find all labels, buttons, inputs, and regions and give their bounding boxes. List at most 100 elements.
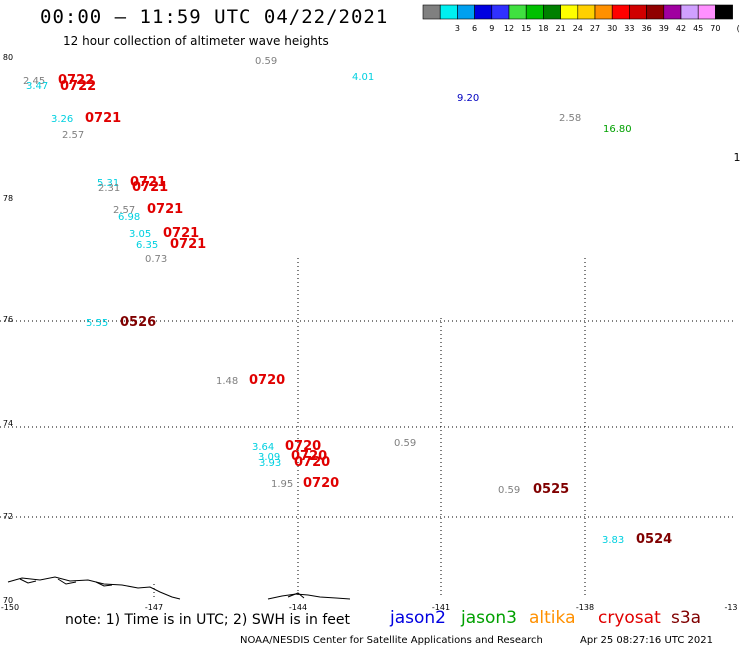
wave-height-label: 3.83 [602, 535, 624, 546]
mission-label: jason2 [390, 608, 446, 628]
lat-lon-grid [0, 258, 735, 598]
latitude-label: 78 [3, 194, 13, 203]
scale-swatch [646, 4, 665, 20]
pass-date-label: 0720 [303, 476, 339, 491]
scale-swatch [680, 4, 699, 20]
latitude-label: 70 [3, 596, 13, 605]
scale-swatch [457, 4, 475, 20]
wave-height-label: 16.80 [603, 124, 632, 135]
coastline-segment [7, 576, 181, 600]
scale-swatch [525, 4, 544, 20]
scale-tick-label: 33 [624, 24, 634, 33]
footer-note: note: 1) Time is in UTC; 2) SWH is in fe… [65, 612, 351, 628]
credits: NOAA/NESDIS Center for Satellite Applica… [240, 635, 543, 646]
scale-tick-label: 42 [676, 24, 686, 33]
longitude-label: -13 [724, 603, 737, 612]
longitude-label: -138 [576, 603, 594, 612]
scale-tick-label: 9 [489, 24, 494, 33]
mission-label: cryosat [598, 608, 661, 628]
longitude-labels: -150 -147 -144 -141 -138 -13 1 [1, 151, 740, 612]
scale-tick-label: 24 [573, 24, 583, 33]
pass-date-label: 0524 [636, 532, 672, 547]
wave-height-label: 9.20 [457, 93, 479, 104]
latitude-label: 72 [3, 512, 13, 521]
pass-date-label: 0721 [132, 180, 168, 195]
pass-date-label: 0526 [120, 315, 156, 330]
wave-height-label: 5.31 [97, 178, 119, 189]
scale-swatch [663, 4, 682, 20]
wave-height-label: 3.05 [129, 229, 151, 240]
latitude-label: 74 [3, 419, 13, 428]
scale-swatch [594, 4, 613, 20]
generation-timestamp: Apr 25 08:27:16 UTC 2021 [580, 635, 713, 646]
pass-date-label: 0721 [130, 175, 166, 190]
pass-date-label: 0720 [294, 455, 330, 470]
mission-label: jason3 [461, 608, 517, 628]
scale-swatch [560, 4, 579, 20]
page-subtitle: 12 hour collection of altimeter wave hei… [63, 34, 329, 48]
mission-label: s3a [671, 608, 702, 628]
scale-swatch [508, 4, 527, 20]
mission-label: altika [529, 608, 576, 628]
wave-height-label: 5.55 [86, 318, 108, 329]
scale-tick-label: 6 [472, 24, 477, 33]
scale-tick-label: 12 [504, 24, 514, 33]
wave-height-label: 3.64 [252, 442, 274, 453]
wave-height-label: 3.47 [26, 81, 48, 92]
pass-date-label: 0722 [60, 79, 96, 94]
wave-height-label: 6.35 [136, 240, 158, 251]
scale-swatch [629, 4, 647, 20]
scale-swatch [491, 4, 510, 20]
scale-swatch [439, 4, 458, 20]
scale-tick-label: 39 [659, 24, 669, 33]
scale-tick-label: 3 [455, 24, 460, 33]
wave-height-label: 0.59 [255, 56, 277, 67]
scale-unit-label: (ft) [737, 24, 740, 33]
latitude-labels: 80 78 76 74 72 70 [3, 53, 13, 605]
coastline-segment [287, 592, 305, 599]
pass-date-label: 0720 [285, 439, 321, 454]
wave-height-label: 0.73 [145, 254, 167, 265]
latitude-label: 76 [3, 315, 13, 324]
scale-swatch [543, 4, 561, 20]
pass-date-label: 0721 [85, 111, 121, 126]
wave-height-label: 6.98 [118, 212, 140, 223]
scale-tick-label: 30 [607, 24, 617, 33]
edge-label: 1 [734, 151, 740, 164]
coastline [7, 576, 351, 600]
scale-tick-label: 21 [556, 24, 566, 33]
scale-tick-label: 36 [642, 24, 652, 33]
wave-height-label: 1.48 [216, 376, 238, 387]
wave-height-label: 2.57 [62, 130, 84, 141]
coastline-segment [19, 578, 113, 587]
scale-tick-label: 70 [710, 24, 720, 33]
longitude-label: -150 [1, 603, 19, 612]
wave-height-label: 2.57 [113, 205, 135, 216]
scale-tick-label: 27 [590, 24, 600, 33]
scale-swatch [474, 4, 493, 20]
longitude-label: -147 [145, 603, 163, 612]
wave-height-label: 3.26 [51, 114, 73, 125]
scale-tick-label: 15 [521, 24, 531, 33]
pass-date-label: 0721 [147, 202, 183, 217]
scale-swatch [715, 4, 733, 20]
longitude-label: -144 [289, 603, 307, 612]
wave-height-label: 2.58 [559, 113, 581, 124]
longitude-label: -141 [432, 603, 450, 612]
wave-height-label: 4.01 [352, 72, 374, 83]
wave-height-label: 3.09 [258, 452, 280, 463]
scale-swatch [611, 4, 630, 20]
coastline-segment [267, 593, 351, 600]
wave-height-label: 0.59 [394, 438, 416, 449]
pass-date-label: 0720 [291, 449, 327, 464]
latitude-label: 80 [3, 53, 13, 62]
pass-date-label: 0721 [163, 226, 199, 241]
wave-height-label: 0.59 [498, 485, 520, 496]
scale-swatch [422, 4, 441, 20]
wave-height-label: 3.93 [259, 458, 281, 469]
pass-date-label: 0525 [533, 482, 569, 497]
